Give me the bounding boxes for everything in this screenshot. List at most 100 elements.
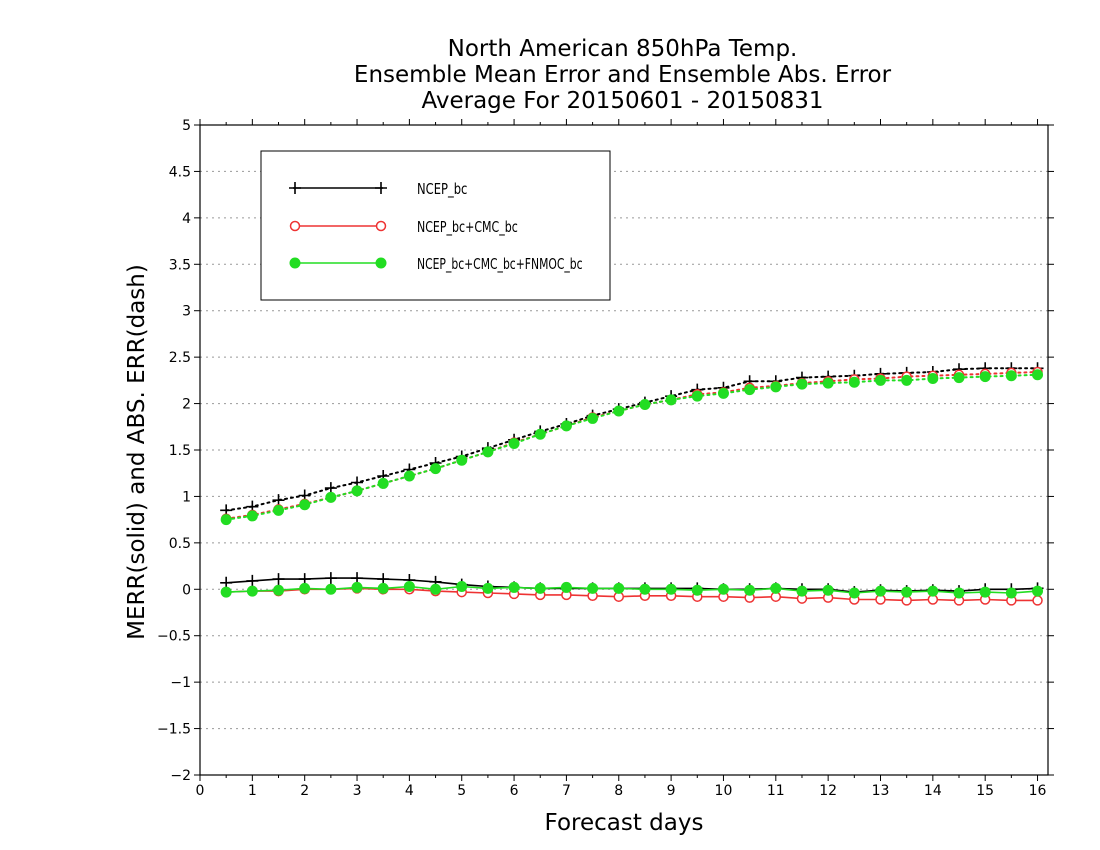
abs-err-line (225, 367, 1039, 512)
merr-point (325, 583, 337, 595)
x-tick-label: 15 (976, 783, 994, 799)
abs-err-point (403, 470, 415, 482)
merr-point (1032, 595, 1043, 606)
abs-err-line (225, 373, 1039, 521)
merr-point (508, 581, 520, 593)
abs-err-point (482, 446, 494, 458)
merr-line (226, 577, 1038, 593)
abs-err-point (613, 405, 625, 417)
x-tick-label: 10 (715, 783, 733, 799)
merr-point (377, 582, 389, 594)
abs-err-point (377, 477, 389, 489)
merr-point (324, 572, 337, 585)
abs-err-point (770, 381, 782, 393)
merr-point (273, 584, 285, 596)
y-tick-label: −1.5 (157, 722, 191, 738)
merr-point (1005, 587, 1017, 599)
merr-point (979, 586, 991, 598)
abs-err-point (272, 494, 285, 507)
y-axis-label: MERR(solid) and ABS. ERR(dash) (124, 264, 150, 640)
chart-title-line-1: North American 850hPa Temp. (447, 36, 798, 62)
x-tick-label: 3 (353, 783, 362, 799)
abs-err-point (560, 420, 572, 432)
legend-marker-start-0 (289, 182, 301, 194)
x-tick-label: 13 (872, 783, 890, 799)
abs-err-point (927, 373, 939, 384)
abs-err-point (534, 428, 546, 440)
x-tick-label: 11 (767, 783, 785, 799)
y-tick-label: 5 (182, 118, 191, 134)
merr-point (534, 582, 546, 594)
merr-point (482, 582, 494, 594)
y-tick-label: 2 (182, 397, 191, 413)
y-tick-label: 4.5 (169, 164, 191, 180)
merr-point (691, 584, 703, 596)
merr-point (848, 587, 860, 599)
legend-label-2: NCEP_bc+CMC_bc+FNMOC_bc (417, 255, 583, 274)
abs-err-point (796, 378, 808, 390)
y-tick-label: 3 (182, 304, 191, 320)
abs-err-point (901, 374, 913, 386)
y-tick-label: −1 (170, 675, 191, 691)
merr-point (456, 581, 468, 592)
abs-err-point (953, 372, 965, 384)
merr-point (796, 585, 808, 597)
merr-point (901, 586, 913, 598)
y-tick-label: 2.5 (169, 350, 191, 366)
merr-point (430, 583, 442, 595)
abs-err-point (874, 374, 886, 386)
y-tick-label: 3.5 (169, 257, 191, 273)
abs-err-point (273, 504, 285, 516)
legend-label-0: NCEP_bc (417, 180, 467, 199)
legend-label-1: NCEP_bc+CMC_bc (417, 218, 518, 237)
x-tick-label: 14 (924, 783, 942, 799)
chart-title-line-3: Average For 20150601 - 20150831 (421, 88, 824, 114)
axes-layer: 54.543.532.521.510.50−0.5−1−1.5−20 1 2 3 4 5 6… (157, 118, 1054, 799)
x-tick-label: 6 (510, 783, 519, 799)
merr-point (665, 583, 677, 595)
legend-marker-end-1 (375, 220, 387, 232)
y-tick-label: 0.5 (169, 536, 191, 552)
abs-err-point (691, 390, 703, 402)
series-0 (220, 362, 1044, 599)
abs-err-point (430, 463, 442, 475)
y-tick-label: 1 (182, 489, 191, 505)
legend-marker-start-1 (289, 220, 301, 232)
abs-err-point (456, 454, 468, 466)
y-tick-label: 1.5 (169, 443, 191, 459)
merr-point (560, 581, 572, 593)
abs-err-point (220, 514, 232, 526)
abs-err-point (587, 412, 599, 424)
x-axis-label: Forecast days (544, 810, 704, 836)
abs-err-point (822, 377, 834, 389)
merr-point (927, 585, 939, 597)
merr-point (874, 585, 886, 597)
abs-err-point (665, 394, 677, 406)
y-tick-label: 0 (182, 582, 191, 598)
merr-point (744, 584, 756, 596)
merr-point (246, 585, 258, 597)
abs-err-point (325, 491, 337, 503)
abs-err-point (246, 510, 258, 522)
abs-err-point (1005, 370, 1017, 382)
legend: NCEP_bc NCEP_bc+CMC_bc NCEP_bc+CMC_bc+FNMO… (260, 150, 611, 301)
abs-err-point (979, 371, 991, 383)
abs-err-point (508, 438, 520, 449)
x-tick-label: 1 (248, 783, 257, 799)
x-tick-label: 12 (819, 783, 837, 799)
merr-point (1032, 585, 1044, 597)
abs-err-point (639, 399, 651, 410)
x-tick-label: 16 (1029, 783, 1047, 799)
legend-marker-start-2 (289, 257, 301, 269)
abs-err-point (299, 499, 311, 511)
merr-point (403, 581, 415, 592)
x-tick-label: 7 (562, 783, 571, 799)
merr-point (770, 582, 782, 594)
merr-point (299, 582, 311, 594)
merr-point (272, 573, 285, 586)
x-tick-label: 8 (614, 783, 623, 799)
chart-title-line-2: Ensemble Mean Error and Ensemble Abs. Er… (353, 62, 892, 88)
legend-marker-end-0 (375, 182, 387, 194)
abs-err-point (1032, 369, 1044, 381)
abs-err-point (717, 387, 729, 399)
